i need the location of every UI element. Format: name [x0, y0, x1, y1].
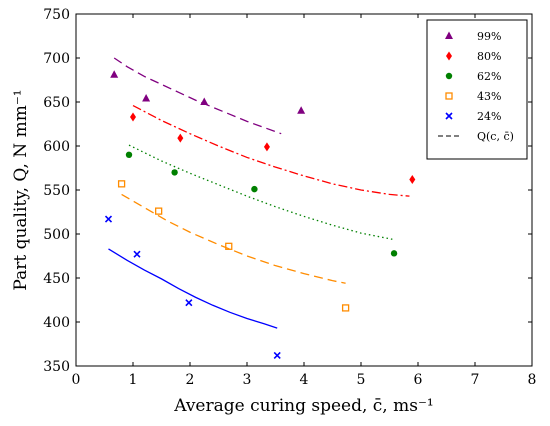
legend-box: [426, 19, 528, 160]
data-point-62pct: [125, 151, 133, 158]
data-point-80pct: [177, 133, 184, 143]
data-point-24pct: [185, 299, 193, 307]
legend-marker: [445, 72, 453, 80]
x-tick-label: 8: [528, 372, 537, 388]
legend-marker: [445, 112, 453, 120]
fit-curves: [108, 57, 410, 329]
y-tick-label: 750: [43, 7, 70, 23]
legend-marker: [445, 31, 453, 39]
y-tick-label: 350: [43, 359, 70, 375]
fit-curve-62pct: [128, 144, 393, 240]
data-point-99pct: [110, 70, 119, 78]
x-tick-label: 7: [471, 372, 480, 388]
data-point-99pct: [297, 106, 306, 114]
data-point-24pct: [104, 215, 113, 223]
y-tick-label: 700: [43, 51, 70, 67]
legend-label: 99%: [477, 30, 501, 43]
x-axis-title: Average curing speed, c̄, ms⁻¹: [173, 396, 434, 416]
y-tick-label: 600: [43, 139, 70, 155]
legend-label: 62%: [477, 70, 501, 83]
y-tick-label: 500: [43, 227, 70, 243]
data-point-43pct: [154, 207, 163, 215]
legend-marker: [445, 92, 453, 100]
data-point-80pct: [130, 112, 136, 122]
data-point-62pct: [390, 250, 398, 257]
x-tick-label: 5: [357, 372, 366, 388]
data-point-99pct: [142, 93, 151, 102]
fit-curve-24pct: [108, 248, 278, 329]
legend-label: 24%: [477, 110, 501, 123]
fit-curve-99pct: [113, 57, 282, 135]
axis-ticks: 0 1 2 3 4 5 6 7 8 350 400 450 500 550 600 650 700 750: [43, 7, 536, 388]
y-tick-label: 450: [43, 271, 70, 287]
data-point-80pct: [409, 174, 416, 184]
legend-marker: [446, 51, 452, 61]
data-point-99pct: [200, 97, 209, 105]
fit-curve-80pct: [132, 104, 410, 197]
data-point-43pct: [225, 242, 233, 250]
x-tick-label: 4: [300, 372, 309, 388]
x-tick-label: 6: [414, 372, 423, 388]
legend: 99% 80% 62% 43% 24% Q(c, c̄): [426, 19, 528, 160]
data-point-80pct: [263, 142, 270, 152]
x-tick-label: 2: [186, 372, 195, 388]
data-markers: [104, 70, 416, 360]
data-point-43pct: [341, 304, 350, 312]
x-tick-label: 0: [72, 372, 81, 388]
x-tick-label: 3: [243, 372, 252, 388]
data-point-62pct: [171, 169, 178, 176]
data-point-24pct: [273, 351, 281, 360]
legend-label: 80%: [477, 50, 501, 63]
x-tick-label: 1: [129, 372, 138, 388]
data-point-43pct: [117, 180, 126, 188]
y-tick-label: 400: [43, 315, 70, 331]
y-tick-label: 650: [43, 95, 70, 111]
data-point-62pct: [251, 185, 258, 193]
y-axis-title: Part quality, Q, N mm⁻¹: [11, 89, 31, 290]
y-tick-label: 550: [43, 183, 70, 199]
fit-curve-43pct: [121, 193, 346, 284]
legend-label: Q(c, c̄): [477, 130, 514, 143]
data-point-24pct: [133, 250, 141, 258]
legend-label: 43%: [477, 90, 501, 103]
